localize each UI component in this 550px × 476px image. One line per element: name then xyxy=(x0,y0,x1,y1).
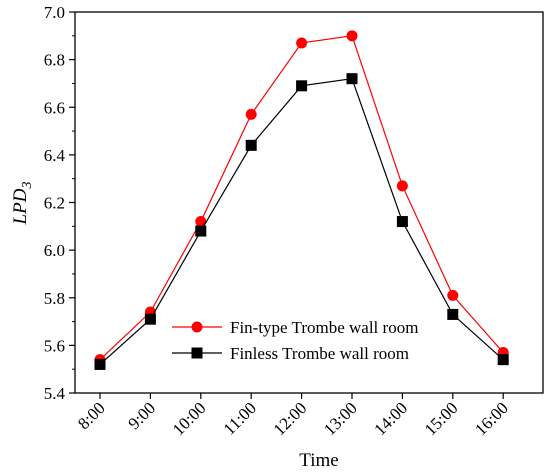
data-point xyxy=(497,354,509,366)
x-tick-label: 12:00 xyxy=(270,398,311,439)
y-tick-label: 5.8 xyxy=(44,289,65,308)
data-point xyxy=(346,30,358,42)
data-point xyxy=(195,216,207,228)
y-tick-label: 6.0 xyxy=(44,241,65,260)
data-point xyxy=(296,37,308,49)
data-point xyxy=(94,358,106,370)
series-layer xyxy=(94,30,509,370)
x-tick-label: 11:00 xyxy=(220,398,260,438)
data-point xyxy=(447,308,459,320)
data-point xyxy=(245,108,257,120)
y-tick-label: 6.6 xyxy=(44,98,65,117)
x-tick-label: 8:00 xyxy=(74,398,109,433)
y-axis-title: LPD3 xyxy=(10,182,35,226)
y-tick-label: 6.4 xyxy=(44,146,66,165)
x-tick-label: 9:00 xyxy=(124,398,159,433)
legend: Fin-type Trombe wall room Finless Trombe … xyxy=(172,318,418,363)
y-tick-label: 5.6 xyxy=(44,336,65,355)
legend-marker xyxy=(191,321,203,333)
y-axis-title-subscript: 3 xyxy=(20,182,35,190)
series-1 xyxy=(94,30,509,366)
legend-label: Finless Trombe wall room xyxy=(230,344,409,363)
data-point xyxy=(195,225,207,237)
data-point xyxy=(447,289,459,301)
data-point xyxy=(346,73,358,85)
y-axis-title-main: LPD xyxy=(10,188,31,225)
data-point xyxy=(296,80,308,92)
series-2 xyxy=(94,73,509,370)
y-tick-label: 7.0 xyxy=(44,3,65,22)
y-tick-label: 6.8 xyxy=(44,51,65,70)
data-point xyxy=(396,216,408,228)
y-tick-label: 5.4 xyxy=(44,384,66,403)
x-tick-label: 14:00 xyxy=(370,398,411,439)
legend-item: Fin-type Trombe wall room xyxy=(172,318,418,337)
y-axis: 5.4 5.6 5.8 6.0 6.2 6.4 6.6 6.8 7.0 xyxy=(44,3,75,403)
x-tick-label: 13:00 xyxy=(320,398,361,439)
data-point xyxy=(245,139,257,151)
x-axis: 8:00 9:00 10:00 11:00 12:00 13:00 14:00 15:00 16… xyxy=(74,393,512,439)
legend-label: Fin-type Trombe wall room xyxy=(230,318,418,337)
legend-item: Finless Trombe wall room xyxy=(172,344,409,363)
data-point xyxy=(144,313,156,325)
x-tick-label: 15:00 xyxy=(421,398,462,439)
y-tick-label: 6.2 xyxy=(44,194,65,213)
legend-marker xyxy=(191,347,203,359)
x-tick-label: 16:00 xyxy=(471,398,512,439)
x-axis-title: Time xyxy=(299,450,338,471)
data-point xyxy=(396,180,408,192)
x-tick-label: 10:00 xyxy=(169,398,210,439)
